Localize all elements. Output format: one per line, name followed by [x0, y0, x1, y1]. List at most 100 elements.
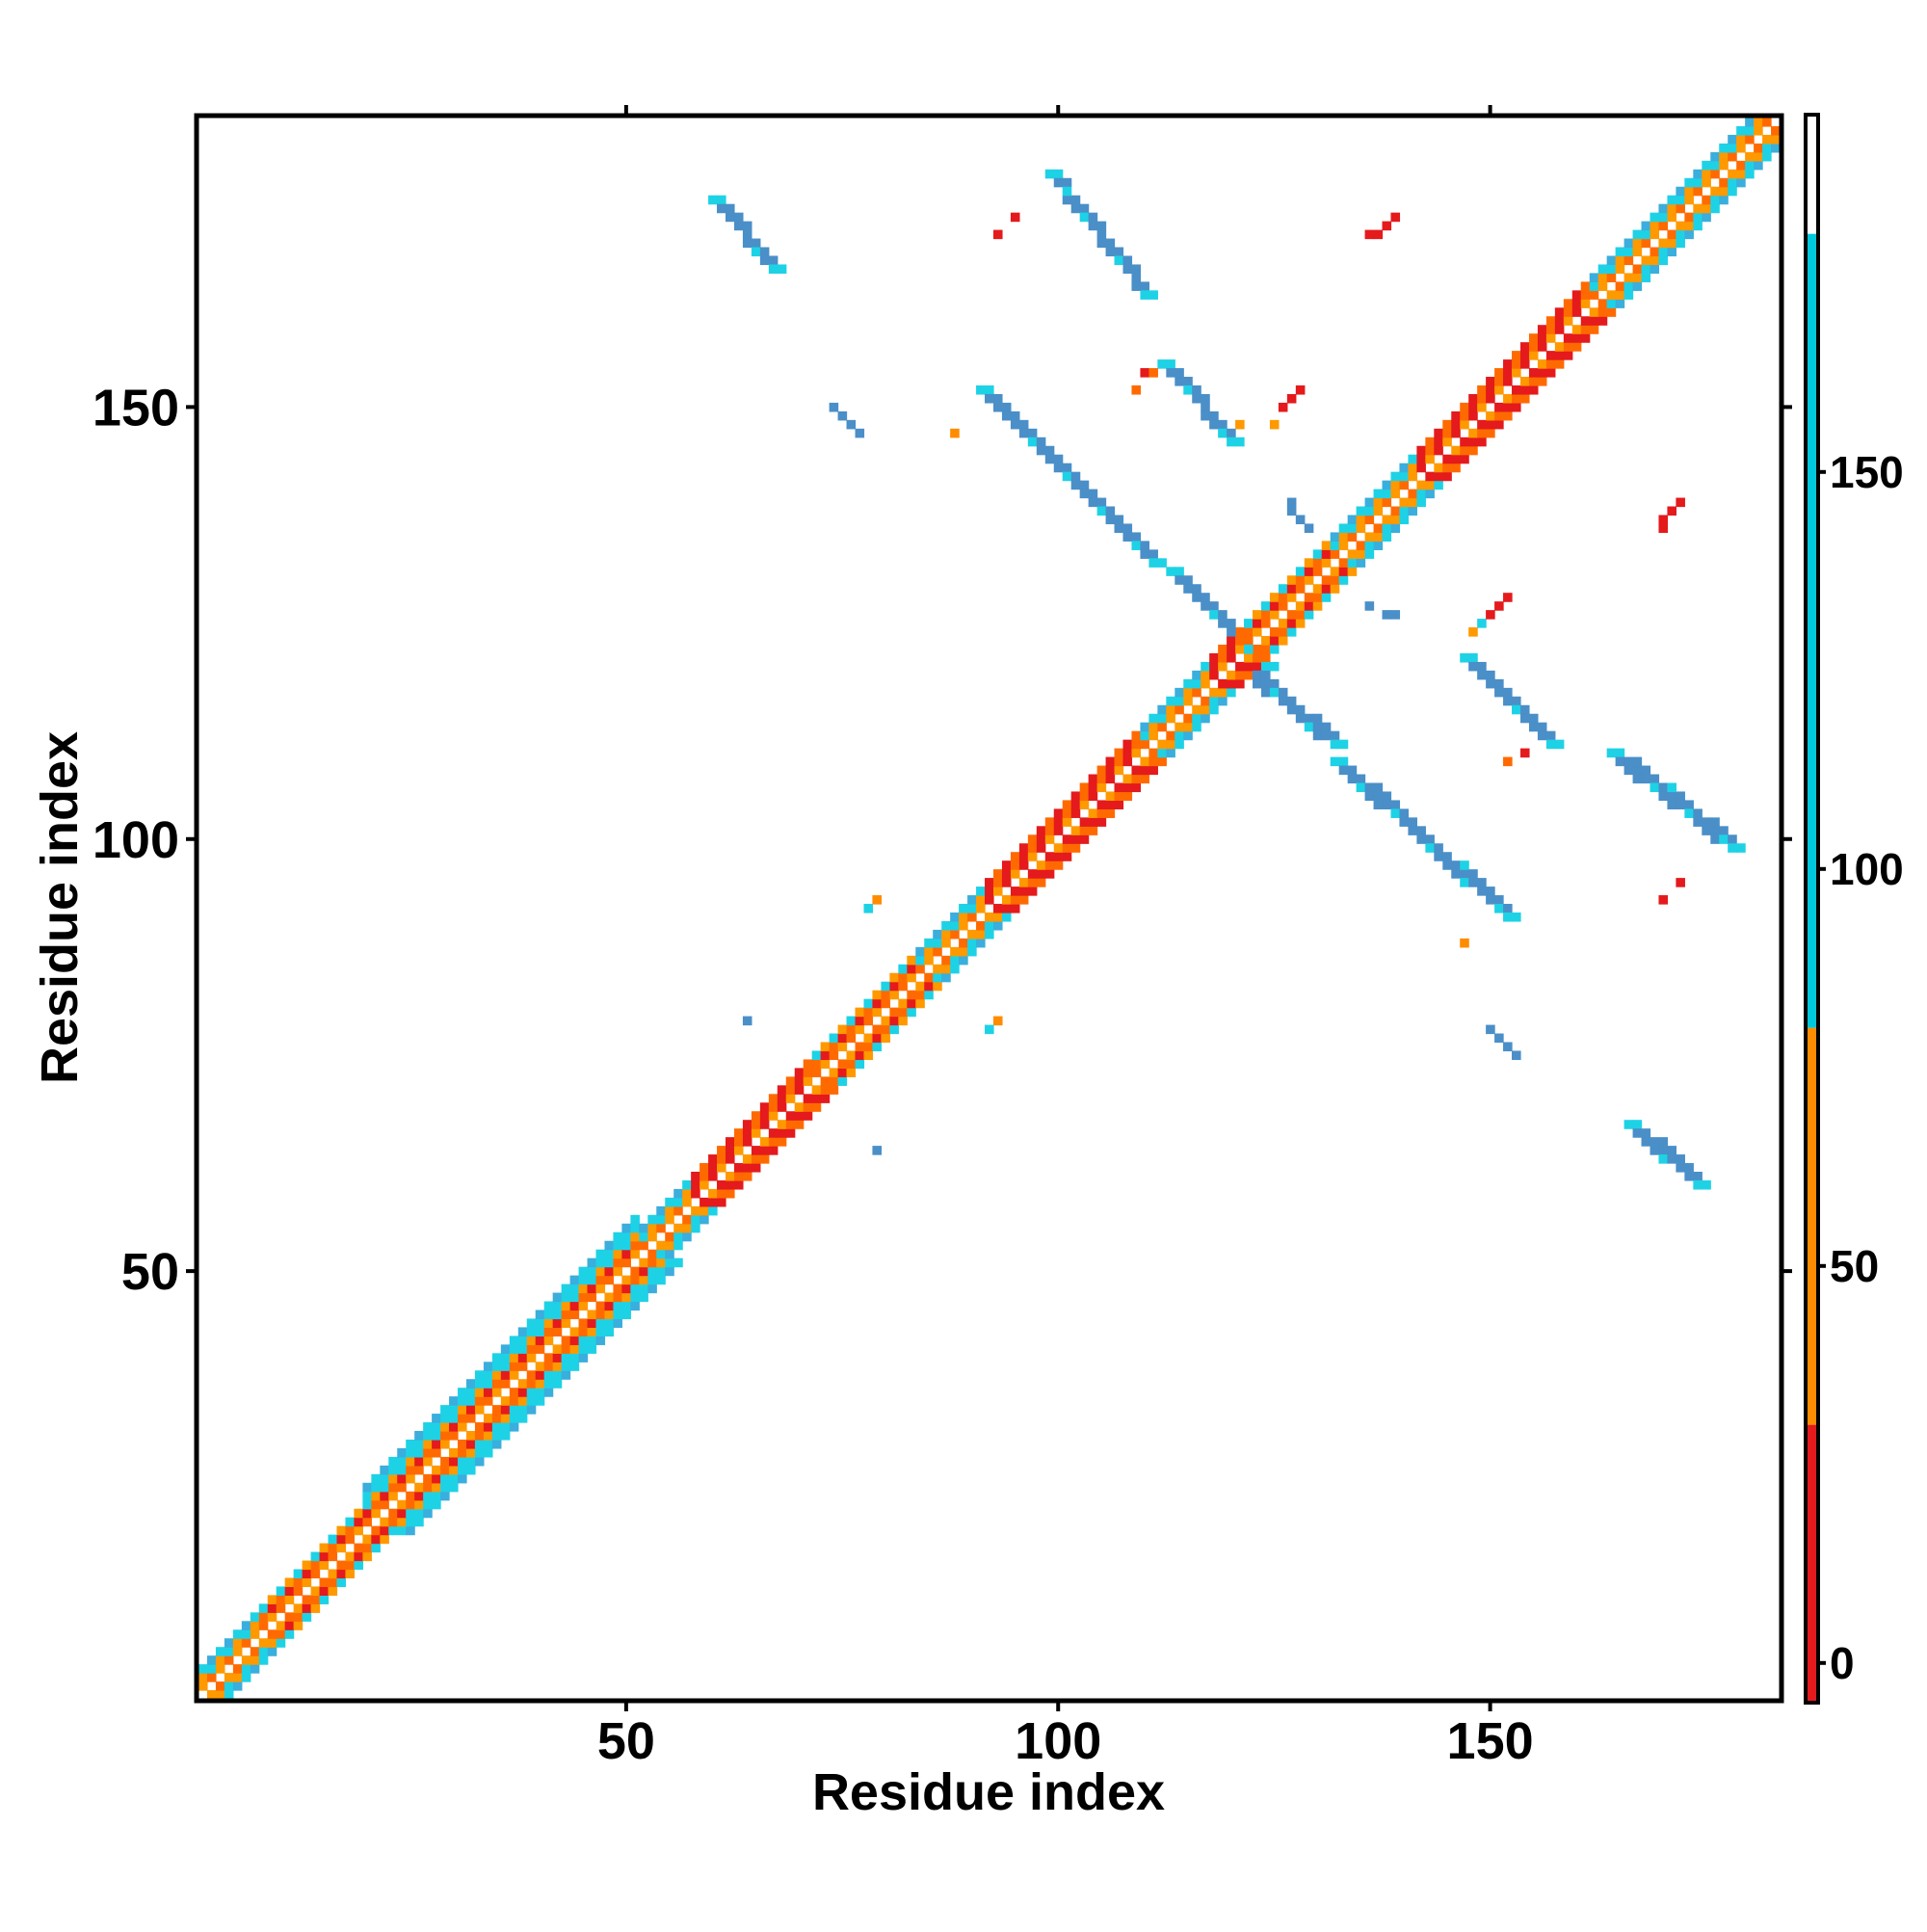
contact-cell [1494, 678, 1504, 689]
contact-cell [345, 1525, 356, 1536]
contact-cell [1408, 471, 1417, 482]
contact-cell [491, 1370, 502, 1380]
contact-cell [1537, 325, 1547, 334]
contact-cell [673, 1197, 683, 1207]
contact-cell [371, 1525, 381, 1536]
contact-cell [1736, 177, 1746, 188]
contact-cell [1632, 238, 1643, 249]
contact-cell [846, 1024, 857, 1035]
contact-cell [362, 1551, 372, 1562]
contact-cell [302, 1595, 312, 1604]
contact-cell [1044, 454, 1055, 464]
contact-cell [1175, 696, 1184, 706]
contact-cell [336, 1560, 347, 1571]
colorbar-band [1806, 1027, 1818, 1425]
contact-cell [941, 920, 951, 931]
contact-cell [1667, 1146, 1676, 1155]
contact-cell [1545, 368, 1556, 378]
contact-cell [267, 1647, 277, 1656]
contact-cell [1269, 419, 1280, 430]
contact-cell [1606, 273, 1617, 282]
contact-cell [1684, 229, 1694, 240]
contact-cell [284, 1586, 295, 1596]
contact-cell [1286, 593, 1297, 602]
contact-cell [1131, 748, 1142, 758]
contact-cell [449, 1422, 459, 1432]
contact-cell [837, 1068, 848, 1077]
contact-cell [1545, 359, 1556, 369]
contact-cell [465, 1414, 476, 1423]
contact-cell [872, 998, 883, 1009]
contact-cell [1018, 887, 1029, 896]
contact-cell [846, 1050, 857, 1061]
contact-cell [898, 981, 908, 992]
contact-cell [552, 1379, 563, 1389]
contact-cell [1486, 410, 1495, 421]
contact-cell [215, 1664, 225, 1674]
contact-cell [1192, 670, 1201, 680]
contact-cell [665, 1214, 674, 1225]
contact-cell [1201, 393, 1210, 404]
contact-cell [1260, 687, 1271, 698]
contact-cell [907, 964, 916, 974]
contact-cell [310, 1595, 321, 1604]
contact-cell [992, 920, 1003, 931]
contact-cell [1269, 593, 1280, 602]
contact-cell [319, 1586, 330, 1596]
contact-cell [1131, 730, 1142, 741]
contact-cell [1001, 878, 1012, 887]
contact-cell [1408, 506, 1417, 516]
contact-cell [1122, 774, 1133, 784]
contact-cell [1571, 333, 1582, 343]
colorbar-tick-label: 50 [1830, 1241, 1879, 1291]
contact-cell [759, 1111, 770, 1121]
contact-cell [1114, 748, 1124, 758]
contact-cell [665, 1257, 674, 1268]
contact-cell [595, 1284, 606, 1294]
contact-cell [371, 1543, 381, 1553]
contact-cell [1131, 774, 1142, 784]
contact-cell [432, 1414, 441, 1423]
contact-cell [1719, 834, 1729, 844]
contact-cell [302, 1569, 312, 1579]
contact-cell [500, 1344, 511, 1354]
contact-cell [328, 1569, 338, 1579]
contact-cell [1728, 834, 1737, 844]
contact-cell [432, 1491, 441, 1501]
contact-cell [846, 1068, 857, 1077]
contact-cell [1122, 739, 1133, 750]
contact-cell [742, 1137, 752, 1147]
contact-cell [1503, 393, 1513, 404]
contact-cell [837, 410, 848, 421]
contact-cell [552, 1370, 563, 1380]
contact-cell [250, 1612, 260, 1622]
contact-cell [768, 1128, 779, 1138]
contact-cell [543, 1318, 554, 1329]
contact-cell [1545, 333, 1556, 343]
contact-cell [691, 1223, 700, 1233]
contact-cell [491, 1414, 502, 1423]
contact-cell [777, 264, 787, 275]
contact-cell [371, 1473, 381, 1484]
contact-cell [1053, 463, 1064, 473]
contact-cell [1096, 221, 1107, 231]
contact-cell [458, 1388, 467, 1397]
contact-cell [1356, 541, 1366, 550]
contact-cell [1373, 791, 1384, 802]
contact-cell [1754, 160, 1763, 171]
contact-cell [465, 1379, 476, 1389]
contact-cell [613, 1231, 622, 1242]
contact-cell [967, 912, 977, 922]
contact-cell [1460, 869, 1469, 879]
contact-cell [1545, 325, 1556, 334]
contact-cell [1278, 636, 1288, 646]
contact-cell [1018, 860, 1029, 870]
contact-cell [1399, 817, 1410, 827]
contact-cell [1166, 696, 1175, 706]
contact-cell [785, 1094, 796, 1103]
contact-cell [1312, 730, 1323, 741]
contact-cell [526, 1353, 537, 1363]
contact-cell [474, 1431, 485, 1441]
contact-cell [1382, 221, 1392, 231]
contact-cell [1623, 247, 1634, 257]
